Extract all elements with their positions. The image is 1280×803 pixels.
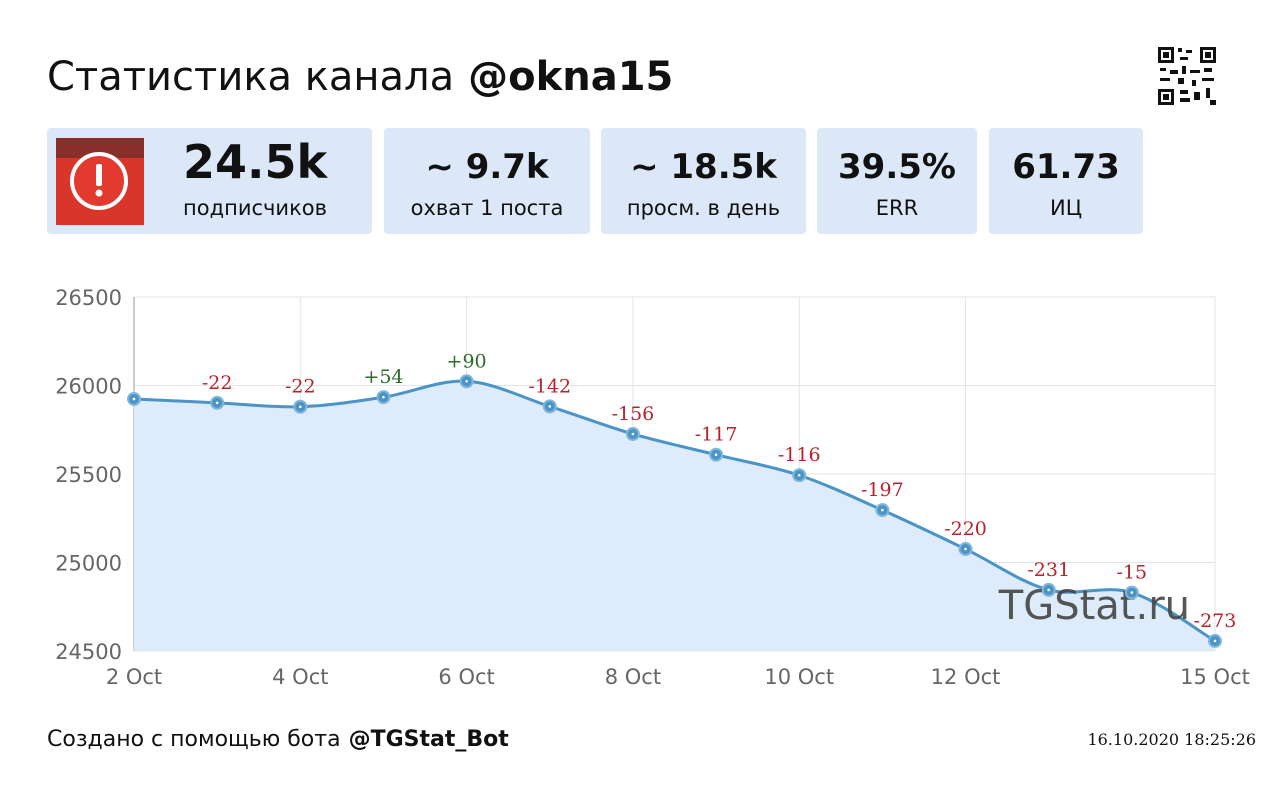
line <box>133 379 1216 643</box>
change-label: -156 <box>612 403 655 425</box>
x-tick-label: 10 Oct <box>764 665 834 689</box>
change-label: -273 <box>1194 610 1237 632</box>
point-center <box>631 432 635 436</box>
chart: 2 Oct 4 Oct 6 Oct 8 Oct 10 Oct 12 Oct 15 Oct 24… <box>55 286 1250 689</box>
stat-label: подписчиков <box>183 196 327 220</box>
channel-name: @okna15 <box>468 54 673 100</box>
x-tick-label: 8 Oct <box>605 665 661 689</box>
x-tick-label: 4 Oct <box>272 665 328 689</box>
stat-label: просм. в день <box>627 196 780 220</box>
footer: Создано с помощью бота @TGStat_Bot <box>47 727 509 752</box>
change-label: -117 <box>695 424 738 446</box>
title-text: Статистика канала <box>47 54 454 100</box>
bot-name: @TGStat_Bot <box>349 727 510 752</box>
point-center <box>299 405 302 409</box>
change-label: -220 <box>944 518 987 540</box>
stat-value: 24.5k <box>183 135 328 189</box>
point-center <box>714 453 718 457</box>
change-label: -231 <box>1027 559 1070 581</box>
change-label: -116 <box>778 444 821 466</box>
change-label: -22 <box>202 372 233 394</box>
point-center <box>1047 588 1050 592</box>
point-center <box>132 397 136 401</box>
stat-label: охват 1 поста <box>411 196 564 220</box>
change-label: -197 <box>861 479 904 501</box>
change-label: +90 <box>447 350 487 372</box>
stat-card <box>384 128 590 234</box>
x-tick-label: 6 Oct <box>438 665 494 689</box>
y-tick-label: 25500 <box>55 463 122 487</box>
point-center <box>215 401 219 405</box>
point-center <box>797 473 801 477</box>
change-label: -142 <box>528 375 571 397</box>
stat-label: ИЦ <box>1050 196 1082 220</box>
point-center <box>1130 591 1134 594</box>
stat-value: 39.5% <box>838 147 956 187</box>
change-label: -15 <box>1117 562 1148 584</box>
point-center <box>1213 639 1217 643</box>
point-center <box>382 395 385 399</box>
timestamp: 16.10.2020 18:25:26 <box>1087 730 1256 749</box>
stat-value: ~ 9.7k <box>425 147 550 187</box>
y-tick-label: 24500 <box>55 640 122 664</box>
point-center <box>548 405 552 408</box>
stat-value: 61.73 <box>1012 147 1120 187</box>
x-tick-label: 12 Oct <box>931 665 1001 689</box>
y-tick-label: 25000 <box>55 552 122 576</box>
stat-label: ERR <box>876 196 918 220</box>
y-tick-label: 26000 <box>55 375 122 399</box>
stat-value: ~ 18.5k <box>630 147 778 187</box>
watermark: TGStat.ru <box>998 583 1190 629</box>
title: Статистика канала @okna15 <box>47 54 673 100</box>
change-label: -22 <box>285 376 316 398</box>
stat-card <box>601 128 806 234</box>
point-center <box>881 508 884 512</box>
footer-text: Создано с помощью бота <box>47 727 341 752</box>
change-label: +54 <box>363 366 403 388</box>
qr-code <box>1158 47 1216 105</box>
x-tick-label: 2 Oct <box>106 665 162 689</box>
stat-card <box>817 128 977 234</box>
point-center <box>964 547 967 551</box>
x-tick-label: 15 Oct <box>1180 665 1250 689</box>
stat-card <box>989 128 1143 234</box>
avatar <box>56 138 144 225</box>
area <box>134 381 1215 651</box>
y-tick-label: 26500 <box>55 286 122 310</box>
point-center <box>465 379 468 383</box>
